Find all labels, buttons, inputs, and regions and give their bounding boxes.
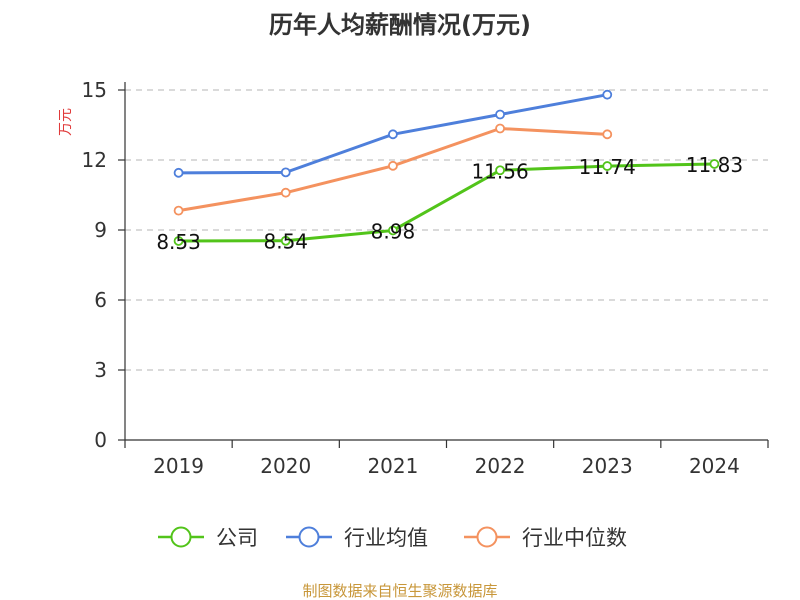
y-axis-label: 万元 — [58, 108, 74, 136]
data-point — [388, 225, 398, 236]
data-point — [173, 205, 184, 216]
x-tick-label: 2023 — [582, 454, 633, 478]
x-tick-label: 2019 — [153, 454, 204, 478]
data-point — [280, 235, 291, 246]
data-label: 8.54 — [263, 230, 308, 254]
data-point — [495, 165, 505, 176]
data-point — [495, 109, 505, 120]
source-note: 制图数据来自恒生聚源数据库 — [302, 582, 497, 600]
chart-title: 历年人均薪酬情况(万元) — [269, 11, 531, 39]
data-label: 11.83 — [686, 153, 743, 177]
legend-label: 行业中位数 — [522, 526, 627, 550]
data-point — [495, 123, 505, 134]
legend-item[interactable]: 行业均值 — [286, 526, 428, 550]
series-lines — [173, 89, 720, 246]
axes: 0 3 6 9 12 15 2019 2020 2021 2022 2023 2024 — [82, 78, 769, 478]
y-tick-label: 15 — [82, 78, 107, 102]
data-point — [388, 129, 398, 140]
legend-label: 公司 — [216, 526, 258, 550]
data-label: 11.56 — [471, 159, 528, 183]
data-label: 8.53 — [156, 230, 201, 254]
legend[interactable]: 公司 行业均值 行业中位数 — [158, 526, 627, 550]
data-label: 11.74 — [579, 155, 636, 179]
y-tick-label: 3 — [94, 358, 107, 382]
x-tick-label: 2024 — [689, 454, 740, 478]
x-tick-label: 2022 — [475, 454, 526, 478]
x-tick-label: 2021 — [367, 454, 418, 478]
data-point — [602, 161, 613, 171]
series-line-0 — [178, 162, 715, 243]
legend-swatch-marker — [298, 526, 320, 548]
y-tick-label: 6 — [94, 288, 107, 312]
legend-swatch-marker — [476, 526, 498, 548]
data-point — [280, 187, 291, 198]
grid-lines — [125, 89, 768, 371]
legend-item[interactable]: 公司 — [158, 526, 258, 550]
data-point — [173, 236, 184, 246]
data-point — [602, 89, 613, 100]
data-point — [709, 159, 720, 169]
legend-item[interactable]: 行业中位数 — [464, 526, 627, 550]
data-point — [602, 129, 613, 140]
x-tick-label: 2020 — [260, 454, 311, 478]
data-point — [388, 160, 398, 171]
y-tick-label: 0 — [94, 428, 107, 452]
data-label: 8.98 — [371, 219, 416, 243]
legend-label: 行业均值 — [344, 526, 428, 550]
y-tick-label: 12 — [82, 148, 107, 172]
y-tick-label: 9 — [94, 218, 107, 242]
legend-swatch-marker — [170, 526, 192, 548]
data-labels: 8.53 8.54 8.98 11.56 11.74 11.83 — [156, 153, 743, 254]
data-point — [173, 167, 184, 178]
data-point — [280, 167, 291, 178]
